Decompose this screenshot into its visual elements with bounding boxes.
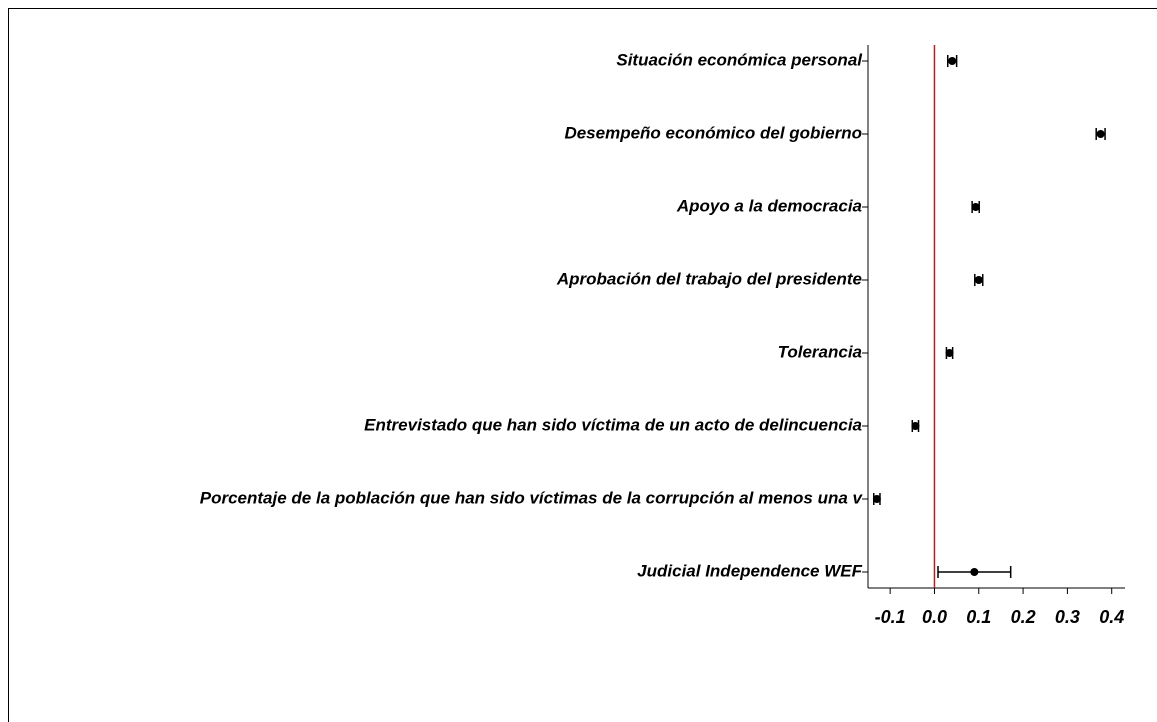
y-tick-label: Desempeño económico del gobierno bbox=[564, 123, 862, 142]
frame bbox=[8, 8, 1157, 722]
point bbox=[974, 276, 983, 284]
x-tick-label: 0.0 bbox=[922, 607, 947, 627]
point bbox=[945, 349, 954, 357]
point bbox=[971, 203, 980, 211]
x-tick-label: 0.4 bbox=[1099, 607, 1124, 627]
point bbox=[948, 57, 957, 65]
point bbox=[970, 568, 979, 576]
y-tick-label: Aprobación del trabajo del presidente bbox=[556, 269, 862, 288]
x-tick-label: 0.2 bbox=[1011, 607, 1036, 627]
point bbox=[911, 422, 920, 430]
x-tick-label: 0.3 bbox=[1055, 607, 1080, 627]
y-tick-label: Tolerancia bbox=[778, 342, 862, 361]
y-tick-label: Apoyo a la democracia bbox=[676, 196, 862, 215]
y-tick-label: Judicial Independence WEF bbox=[637, 561, 862, 580]
y-tick-label: Situación económica personal bbox=[616, 50, 863, 69]
point bbox=[872, 495, 881, 503]
x-tick-label: 0.1 bbox=[966, 607, 991, 627]
x-tick-label: -0.1 bbox=[875, 607, 906, 627]
y-tick-label: Porcentaje de la población que han sido … bbox=[200, 488, 864, 507]
y-tick-label: Entrevistado que han sido víctima de un … bbox=[364, 415, 862, 434]
point bbox=[1096, 130, 1105, 138]
